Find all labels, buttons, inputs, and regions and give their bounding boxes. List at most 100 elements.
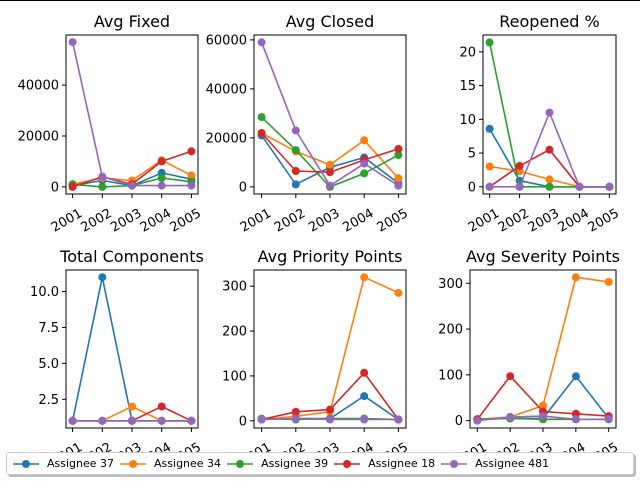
legend-label: Assignee 481 bbox=[475, 457, 550, 470]
data-point bbox=[539, 412, 547, 421]
x-tick-label: 2003 bbox=[306, 440, 342, 452]
series-assignee-481 bbox=[68, 38, 196, 190]
data-point bbox=[539, 401, 547, 410]
x-tick-label: 2003 bbox=[306, 206, 342, 236]
y-tick-label: 0 bbox=[51, 180, 59, 195]
y-tick-label: 7.5 bbox=[38, 321, 59, 336]
x-tick-label: 2001 bbox=[238, 440, 274, 452]
data-point bbox=[545, 182, 554, 191]
series-line bbox=[71, 277, 192, 422]
x-tick-label: 2003 bbox=[526, 206, 562, 236]
x-tick-label: 2001 bbox=[466, 206, 502, 236]
data-point bbox=[257, 113, 266, 122]
y-tick-label: 10 bbox=[459, 113, 476, 128]
data-point bbox=[326, 168, 334, 177]
data-point bbox=[360, 392, 369, 401]
data-point bbox=[515, 182, 524, 191]
chart-avg-severity-points: Avg Severity Points010020030020012002200… bbox=[438, 247, 621, 452]
data-point bbox=[157, 157, 166, 166]
data-point bbox=[157, 181, 166, 190]
y-tick-label: 20000 bbox=[18, 129, 59, 144]
x-tick-label: 2005 bbox=[168, 206, 204, 236]
y-tick-label: 10.0 bbox=[30, 285, 59, 300]
x-tick-label: 2002 bbox=[496, 206, 532, 236]
y-tick-label: 0 bbox=[239, 414, 247, 429]
y-tick-label: 0 bbox=[239, 180, 247, 195]
data-point bbox=[545, 108, 554, 117]
y-tick-label: 300 bbox=[438, 277, 463, 292]
series-assignee-481 bbox=[257, 38, 403, 190]
legend: Assignee 37 Assignee 34 Assignee 39 Assi… bbox=[6, 452, 634, 475]
y-tick-label: 200 bbox=[222, 325, 247, 340]
data-point bbox=[326, 405, 334, 414]
data-point bbox=[394, 174, 403, 183]
data-point bbox=[506, 372, 515, 381]
series-line bbox=[477, 276, 609, 421]
data-point bbox=[394, 144, 403, 153]
legend-item-assignee-39: Assignee 39 bbox=[221, 457, 328, 470]
data-point bbox=[473, 416, 482, 425]
data-point bbox=[360, 169, 369, 178]
axes-frame bbox=[253, 269, 407, 429]
data-point bbox=[157, 416, 166, 425]
legend-item-assignee-37: Assignee 37 bbox=[7, 457, 114, 470]
data-point bbox=[485, 124, 494, 133]
data-point bbox=[257, 415, 266, 424]
y-tick-label: 40000 bbox=[18, 79, 59, 94]
x-tick-label: 2004 bbox=[340, 206, 376, 236]
data-point bbox=[157, 174, 166, 182]
data-point bbox=[187, 171, 196, 180]
legend-key-assignee-37 bbox=[13, 459, 39, 468]
data-point bbox=[291, 126, 300, 135]
chart-total-components: Total Components2.55.07.510.020012002200… bbox=[30, 247, 204, 452]
data-point bbox=[485, 38, 494, 47]
data-point bbox=[187, 181, 196, 190]
data-point bbox=[360, 368, 369, 377]
data-point bbox=[394, 288, 403, 297]
x-tick-label: 2001 bbox=[49, 206, 85, 236]
data-point bbox=[68, 38, 77, 47]
data-point bbox=[604, 277, 613, 286]
y-tick-label: 15 bbox=[459, 79, 476, 94]
data-point bbox=[515, 161, 524, 170]
series-assignee-34 bbox=[473, 273, 613, 424]
axes-frame bbox=[65, 34, 199, 195]
data-point bbox=[128, 402, 136, 411]
x-tick-label: 2004 bbox=[138, 206, 174, 236]
data-point bbox=[545, 145, 554, 154]
series-assignee-481 bbox=[257, 414, 403, 424]
x-tick-label: 2001 bbox=[49, 440, 85, 452]
x-tick-label: 2004 bbox=[552, 440, 588, 452]
y-tick-label: 300 bbox=[222, 280, 247, 295]
y-tick-label: 5 bbox=[468, 147, 476, 162]
series-assignee-481 bbox=[68, 416, 196, 425]
series-assignee-481 bbox=[485, 108, 614, 191]
y-tick-label: 20 bbox=[459, 45, 476, 60]
x-tick-label: 2005 bbox=[375, 206, 411, 236]
chart-title: Reopened % bbox=[499, 12, 599, 31]
legend-item-assignee-18: Assignee 18 bbox=[328, 457, 435, 470]
x-tick-label: 2003 bbox=[108, 206, 144, 236]
data-point bbox=[157, 402, 166, 411]
x-tick-label: 2004 bbox=[138, 440, 174, 452]
x-tick-label: 2002 bbox=[272, 206, 308, 236]
y-tick-label: 0 bbox=[468, 180, 476, 195]
data-point bbox=[326, 181, 334, 190]
x-tick-label: 2002 bbox=[79, 440, 115, 452]
x-tick-label: 2004 bbox=[556, 206, 592, 236]
data-point bbox=[571, 415, 580, 424]
series-assignee-34 bbox=[257, 273, 403, 424]
data-point bbox=[291, 146, 300, 155]
legend-item-assignee-34: Assignee 34 bbox=[114, 457, 221, 470]
x-tick-label: 2003 bbox=[519, 440, 555, 452]
data-point bbox=[545, 175, 554, 184]
legend-key-assignee-34 bbox=[120, 459, 147, 468]
figure-canvas: Avg Fixed0200004000020012002200320042005… bbox=[18, 12, 622, 452]
data-point bbox=[98, 172, 107, 181]
y-tick-label: 200 bbox=[438, 323, 463, 338]
x-tick-label: 2005 bbox=[586, 206, 622, 236]
legend-label: Assignee 34 bbox=[154, 457, 222, 470]
series-line bbox=[71, 41, 192, 187]
data-point bbox=[485, 182, 494, 191]
data-point bbox=[575, 182, 584, 191]
